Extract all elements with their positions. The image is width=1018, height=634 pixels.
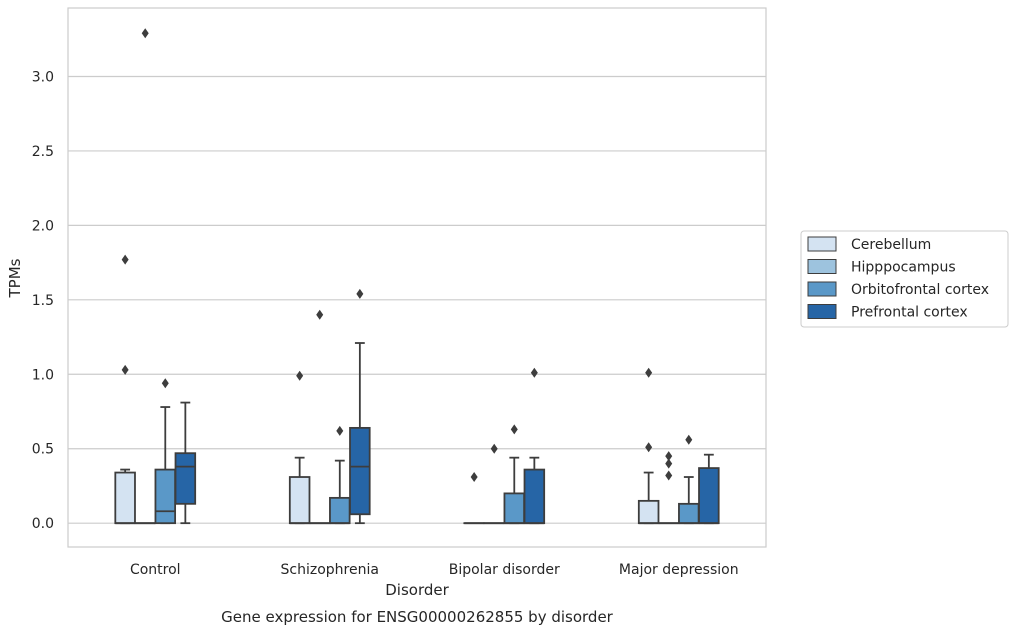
outlier-point — [121, 364, 129, 375]
legend-swatch — [807, 236, 837, 252]
outlier-point — [685, 434, 693, 445]
y-tick-label: 0.5 — [32, 442, 54, 458]
outlier-point — [665, 458, 673, 469]
box-prefrontal-cortex — [523, 367, 546, 525]
outlier-point — [356, 288, 364, 299]
outlier-point — [336, 425, 344, 436]
box-body — [114, 471, 136, 525]
box-cerebellum — [288, 370, 311, 525]
box-body — [523, 468, 546, 525]
box-cerebellum — [463, 472, 485, 525]
gridlines — [68, 75, 766, 524]
legend-label: Prefrontal cortex — [851, 305, 968, 321]
legend-swatch — [807, 259, 837, 274]
box-prefrontal-cortex — [174, 401, 197, 525]
outlier-point — [141, 28, 149, 39]
y-axis-label: TPMs — [6, 258, 24, 298]
y-axis-ticks: 0.0 0.5 1.0 1.5 2.0 2.5 3.0 — [32, 69, 54, 532]
box-hipppocampus — [134, 28, 156, 525]
plot-area-frame — [67, 7, 767, 548]
box-orbitofrontal-cortex — [678, 434, 700, 525]
outlier-point — [470, 472, 478, 483]
outlier-point — [510, 424, 518, 435]
outlier-point — [161, 378, 169, 389]
box-body — [698, 467, 720, 525]
box-body — [288, 476, 311, 525]
outlier-point — [665, 451, 673, 462]
box-orbitofrontal-cortex — [329, 425, 351, 525]
x-axis-ticks: Control Schizophrenia Bipolar disorder Majo… — [130, 562, 739, 578]
y-tick-label: 1.0 — [32, 367, 54, 383]
x-axis-label: Disorder — [385, 581, 449, 599]
box-body — [349, 426, 371, 516]
box-body — [174, 452, 197, 505]
box-body — [503, 492, 526, 525]
outlier-point — [645, 367, 653, 378]
legend-frame — [800, 230, 1009, 328]
box-hipppocampus — [657, 451, 680, 525]
outlier-point — [316, 309, 324, 320]
outlier-point — [530, 367, 538, 378]
y-tick-label: 3.0 — [32, 69, 54, 85]
x-tick-label: Control — [130, 562, 181, 578]
box-hipppocampus — [483, 443, 505, 525]
x-tick-label: Schizophrenia — [281, 562, 379, 578]
outlier-point — [490, 443, 498, 454]
y-tick-label: 1.5 — [32, 293, 54, 309]
y-tick-label: 2.0 — [32, 218, 54, 234]
boxes — [114, 28, 720, 525]
x-tick-label: Bipolar disorder — [449, 562, 560, 578]
legend-swatch — [807, 281, 837, 297]
legend: Cerebellum Hipppocampus Orbitofrontal cort… — [800, 230, 1009, 328]
legend-label: Orbitofrontal cortex — [851, 282, 989, 298]
box-orbitofrontal-cortex — [503, 424, 526, 525]
y-tick-label: 2.5 — [32, 144, 54, 160]
box-body — [637, 499, 660, 525]
outlier-point — [645, 442, 653, 453]
outlier-point — [296, 370, 304, 381]
outlier-point — [121, 254, 129, 265]
box-body — [678, 502, 700, 525]
box-body — [154, 468, 177, 525]
box-prefrontal-cortex — [349, 288, 371, 525]
chart-caption: Gene expression for ENSG00000262855 by d… — [221, 608, 614, 626]
box-prefrontal-cortex — [698, 453, 720, 525]
box-cerebellum — [114, 254, 136, 525]
box-body — [329, 496, 351, 525]
box-orbitofrontal-cortex — [154, 378, 177, 525]
x-tick-label: Major depression — [619, 562, 739, 578]
box-hipppocampus — [308, 309, 331, 525]
outlier-point — [665, 470, 673, 481]
legend-label: Cerebellum — [851, 237, 931, 253]
box-cerebellum — [637, 367, 660, 525]
legend-label: Hipppocampus — [851, 260, 956, 276]
y-tick-label: 0.0 — [32, 516, 54, 532]
legend-swatch — [807, 304, 837, 319]
